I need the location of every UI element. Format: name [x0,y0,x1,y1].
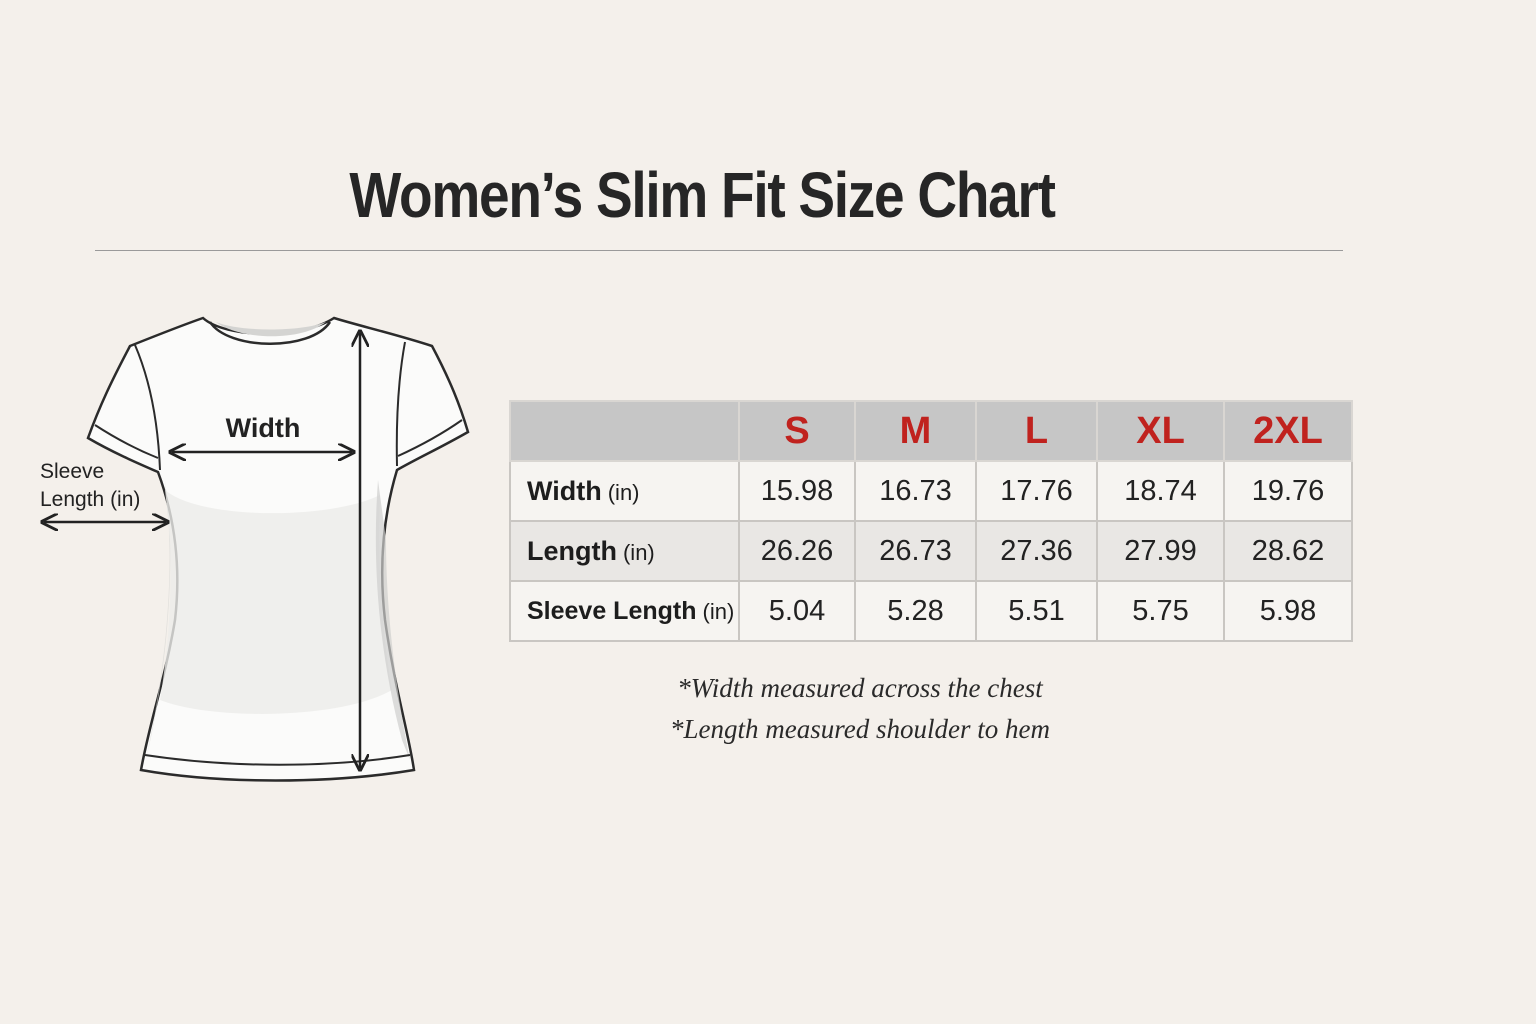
table-cell: 5.98 [1223,580,1353,642]
table-cell: 26.26 [738,520,856,582]
sleeve-label-line2: Length (in) [40,488,140,511]
row-label-text: Width [527,475,602,506]
table-row-width: Width (in) 15.98 16.73 17.76 18.74 19.76 [509,460,1353,522]
tshirt-neckline [208,321,332,345]
table-cell: 5.04 [738,580,856,642]
row-label-unit: (in) [622,539,655,565]
row-label-unit: (in) [607,479,640,505]
sleeve-label-line1: Sleeve [40,460,104,483]
table-cell: 5.28 [854,580,977,642]
table-cell: 5.51 [975,580,1098,642]
size-header-2xl: 2XL [1223,400,1353,462]
size-header-xl: XL [1096,400,1225,462]
table-row-length: Length (in) 26.26 26.73 27.36 27.99 28.62 [509,520,1353,582]
size-header-l: L [975,400,1098,462]
size-table: S M L XL 2XL Width (in) 15.98 16.73 17.76… [509,400,1353,642]
table-cell: 28.62 [1223,520,1353,582]
table-cell: 16.73 [854,460,977,522]
table-cell: 18.74 [1096,460,1225,522]
size-header-s: S [738,400,856,462]
page-title: Women’s Slim Fit Size Chart [349,159,1056,231]
note-length: *Length measured shoulder to hem [670,714,1050,744]
table-cell: 26.73 [854,520,977,582]
tshirt-side-shadow [375,480,410,760]
header-corner [509,400,740,462]
tshirt-shading [160,490,392,714]
table-cell: 5.75 [1096,580,1225,642]
table-cell: 27.36 [975,520,1098,582]
row-label-text: Sleeve Length [527,596,697,625]
tshirt-hem [144,754,411,766]
width-label: Width [226,413,301,443]
row-label-length: Length (in) [509,520,740,582]
row-label-unit: (in) [702,598,735,624]
row-label-sleeve-length: Sleeve Length (in) [509,580,740,642]
tshirt-left-cuff [94,424,159,459]
size-header-m: M [854,400,977,462]
title-divider [95,250,1343,251]
table-row-sleeve-length: Sleeve Length (in) 5.04 5.28 5.51 5.75 5.… [509,580,1353,642]
tshirt-neck-inside [216,322,326,337]
tshirt-diagram: Width Sleeve Length (in) [40,316,470,782]
table-cell: 15.98 [738,460,856,522]
row-label-text: Length [527,535,617,566]
measurement-notes: *Width measured across the chest *Length… [560,668,1160,750]
size-header-row: S M L XL 2XL [509,400,1353,462]
table-cell: 27.99 [1096,520,1225,582]
table-cell: 17.76 [975,460,1098,522]
note-width: *Width measured across the chest [677,673,1043,703]
tshirt-right-cuff [397,419,463,457]
tshirt-left-seam [134,344,161,471]
tshirt-right-seam [395,341,406,467]
table-cell: 19.76 [1223,460,1353,522]
row-label-width: Width (in) [509,460,740,522]
